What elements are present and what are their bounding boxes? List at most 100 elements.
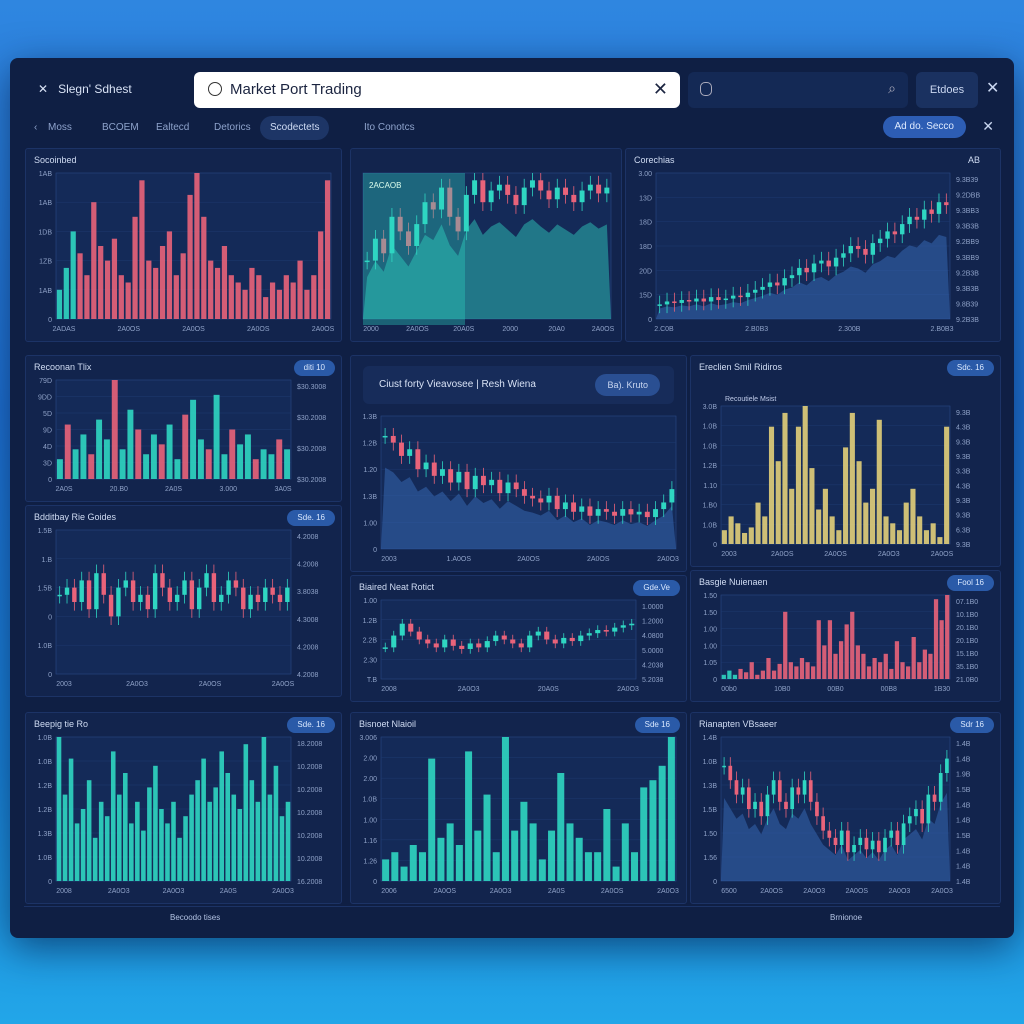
panel-header-button[interactable]: Ba). Kruto xyxy=(595,374,660,396)
bar xyxy=(760,670,766,679)
candle xyxy=(108,586,114,626)
candle xyxy=(123,571,128,597)
candle xyxy=(399,618,405,641)
bar xyxy=(474,830,482,881)
highlight-label: 2ACAOB xyxy=(363,173,465,325)
bar xyxy=(869,488,876,544)
menu-icon[interactable]: ✕ xyxy=(38,82,49,96)
bar xyxy=(195,780,200,881)
bar xyxy=(631,852,639,881)
panel-badge-button[interactable]: Fool 16 xyxy=(947,575,994,591)
candle xyxy=(480,467,486,494)
bar xyxy=(748,527,754,544)
right-tick-label: 9.3B xyxy=(956,498,971,505)
panel-badge-button[interactable]: Sde 16 xyxy=(634,717,680,733)
bar xyxy=(56,459,63,479)
bar xyxy=(809,468,815,544)
bar xyxy=(201,216,207,319)
bar xyxy=(446,823,454,881)
right-tick-label: 20.1B0 xyxy=(956,625,978,632)
bar xyxy=(231,794,237,881)
panel-badge-button[interactable]: Sde. 16 xyxy=(287,717,335,733)
candle xyxy=(753,281,758,302)
bar xyxy=(866,666,872,679)
bar xyxy=(261,737,267,881)
x-tick-label: 00b0 xyxy=(721,686,737,693)
right-tick-label: 9.3BB3 xyxy=(956,208,979,215)
candle xyxy=(587,175,593,200)
chart-panel-p11: Bisnoet Nlaioil Sde 16 0 1.26 1.16 1.00 1.0B 2.… xyxy=(350,712,687,904)
clear-search-icon[interactable]: ✕ xyxy=(652,79,668,99)
bar xyxy=(766,658,771,679)
candle xyxy=(182,571,187,604)
y-tick-label: 1.0B xyxy=(363,797,378,804)
y-tick-label: 1AB xyxy=(39,288,53,295)
x-tick-label: 2A0OS xyxy=(434,888,457,895)
candle xyxy=(922,200,927,229)
y-tick-label: 9DD xyxy=(38,395,52,402)
bar xyxy=(945,595,950,679)
right-tick-label: 35.1B0 xyxy=(956,664,978,671)
tab-pill-button[interactable]: Ad do. Secco xyxy=(882,116,966,138)
search-input[interactable]: Market Port Trading xyxy=(230,81,362,98)
back-icon[interactable]: ‹ xyxy=(34,122,38,133)
tab-3[interactable]: Detorics xyxy=(214,122,251,133)
x-tick-label: 2A0O3 xyxy=(878,551,900,558)
bar xyxy=(165,823,170,881)
candle xyxy=(390,427,396,451)
y-tick-label: 3.0B xyxy=(703,404,718,411)
candle xyxy=(552,634,558,649)
bar xyxy=(911,637,916,679)
tab-1[interactable]: BCOEM xyxy=(102,122,139,133)
candle xyxy=(527,630,533,653)
bar xyxy=(84,275,90,319)
bar xyxy=(252,459,259,479)
right-tick-label: 9.2DBB xyxy=(956,193,980,200)
right-tick-label: 10.2008 xyxy=(297,810,322,817)
bar xyxy=(400,866,408,881)
candle xyxy=(554,178,560,209)
y-tick-label: 1.0B xyxy=(38,855,53,862)
candle xyxy=(493,630,499,646)
bar xyxy=(92,837,98,881)
secondary-search[interactable]: ⌕ xyxy=(688,72,908,108)
tab-0[interactable]: Moss xyxy=(48,122,72,133)
right-tick-label: 10.2008 xyxy=(297,787,322,794)
candle xyxy=(535,626,541,641)
close-tab-icon[interactable]: ✕ xyxy=(982,118,994,134)
search-icon[interactable]: ⌕ xyxy=(888,80,896,96)
app-brand: ✕ Slegn' Sdhest xyxy=(38,82,142,96)
bar xyxy=(125,282,131,319)
app-title: Slegn' Sdhest xyxy=(58,82,132,96)
bar xyxy=(890,523,896,544)
candle xyxy=(422,193,428,233)
candle xyxy=(408,618,414,637)
candle xyxy=(767,273,773,296)
search-field[interactable]: Market Port Trading ✕ xyxy=(194,72,680,108)
refresh-icon[interactable] xyxy=(700,82,712,96)
panel-badge-button[interactable]: Sdc. 16 xyxy=(946,360,994,376)
panel-badge-button[interactable]: Sde. 16 xyxy=(287,510,335,526)
x-tick-label: 2003 xyxy=(721,551,737,558)
right-tick-label: 9.3B3B xyxy=(956,286,979,293)
secondary-button[interactable]: Etdoes xyxy=(916,72,978,108)
bar xyxy=(455,845,463,881)
tab-5[interactable]: Ito Conotcs xyxy=(364,122,415,133)
y-tick-label: 1.3B xyxy=(363,494,378,501)
panel-badge-button[interactable]: Gde.Ve xyxy=(633,580,680,596)
tab-2[interactable]: Ealtecd xyxy=(156,122,190,133)
panel-badge-button[interactable]: Sdr 16 xyxy=(950,717,994,733)
right-tick-label: 1.2000 xyxy=(642,619,664,626)
chart-panel-p5: Bdditbay Rie Goides Sde. 16 0 1.0B 0 1.5B 1.B 1… xyxy=(25,505,342,697)
bar xyxy=(822,645,827,679)
candle xyxy=(197,578,202,618)
chart-panel-p6: Ciust forty Vieavosee | Resh Wiena Ba). K… xyxy=(350,355,687,572)
panel-badge-button[interactable]: diti 10 xyxy=(293,360,335,376)
x-tick-label: 2.C0B xyxy=(654,326,674,333)
right-tick-label: 1.4B xyxy=(956,848,971,855)
bar xyxy=(182,414,189,479)
bar xyxy=(658,765,666,881)
candle xyxy=(723,289,729,309)
close-icon[interactable]: ✕ xyxy=(986,80,1000,97)
tab-4[interactable]: Scodectets xyxy=(260,116,330,140)
